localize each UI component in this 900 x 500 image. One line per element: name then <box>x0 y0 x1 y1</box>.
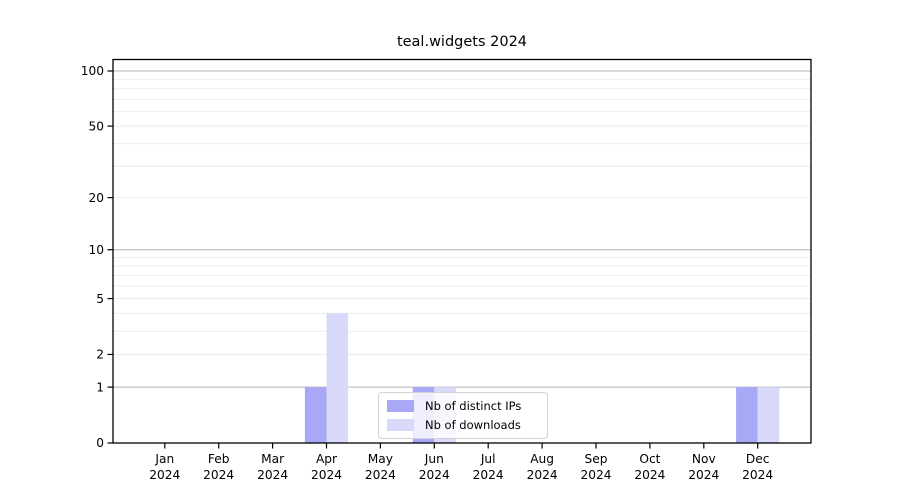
x-tick-label-year: 2024 <box>311 468 342 482</box>
legend-swatch-distinct-ips <box>387 400 414 412</box>
x-tick-label-year: 2024 <box>688 468 719 482</box>
x-tick-label-month: Jul <box>480 452 496 466</box>
x-tick-label-month: Nov <box>692 452 716 466</box>
x-tick-label-month: May <box>368 452 393 466</box>
y-tick-label: 100 <box>81 64 104 78</box>
legend-label-distinct-ips: Nb of distinct IPs <box>425 399 522 413</box>
x-tick-label-year: 2024 <box>634 468 665 482</box>
legend-swatch-downloads <box>387 419 414 431</box>
x-tick-label-year: 2024 <box>365 468 396 482</box>
bar-downloads <box>326 313 349 443</box>
x-tick-label-month: Oct <box>639 452 660 466</box>
x-tick-label-month: Sep <box>585 452 608 466</box>
bar-distinct-ips <box>304 387 327 443</box>
legend: Nb of distinct IPs Nb of downloads <box>378 392 548 439</box>
x-tick-label-month: Feb <box>208 452 230 466</box>
x-tick-label-year: 2024 <box>419 468 450 482</box>
y-tick-label: 10 <box>88 243 104 257</box>
y-tick-label: 0 <box>96 436 104 450</box>
legend-item-distinct-ips: Nb of distinct IPs <box>387 398 541 414</box>
x-tick-label-year: 2024 <box>203 468 234 482</box>
legend-label-downloads: Nb of downloads <box>425 418 521 432</box>
x-tick-label-year: 2024 <box>742 468 773 482</box>
y-tick-label: 5 <box>96 292 104 306</box>
x-tick-label-month: Jun <box>424 452 444 466</box>
x-tick-label-month: Mar <box>261 452 285 466</box>
bar-downloads <box>757 387 780 443</box>
x-tick-label-month: Aug <box>530 452 554 466</box>
legend-item-downloads: Nb of downloads <box>387 417 541 433</box>
y-tick-label: 2 <box>96 348 104 362</box>
x-tick-label-year: 2024 <box>580 468 611 482</box>
x-tick-label-month: Jan <box>154 452 174 466</box>
chart-title: teal.widgets 2024 <box>396 34 528 50</box>
y-tick-label: 50 <box>88 119 104 133</box>
axes-frame <box>112 58 812 444</box>
y-tick-label: 20 <box>88 191 104 205</box>
x-tick-label-year: 2024 <box>527 468 558 482</box>
x-tick-label-year: 2024 <box>257 468 288 482</box>
x-tick-label-month: Dec <box>746 452 770 466</box>
y-tick-label: 1 <box>96 380 104 394</box>
x-tick-label-year: 2024 <box>149 468 180 482</box>
x-tick-label-year: 2024 <box>473 468 504 482</box>
bar-distinct-ips <box>736 387 758 443</box>
plot-background <box>113 59 811 443</box>
x-tick-label-month: Apr <box>316 452 338 466</box>
